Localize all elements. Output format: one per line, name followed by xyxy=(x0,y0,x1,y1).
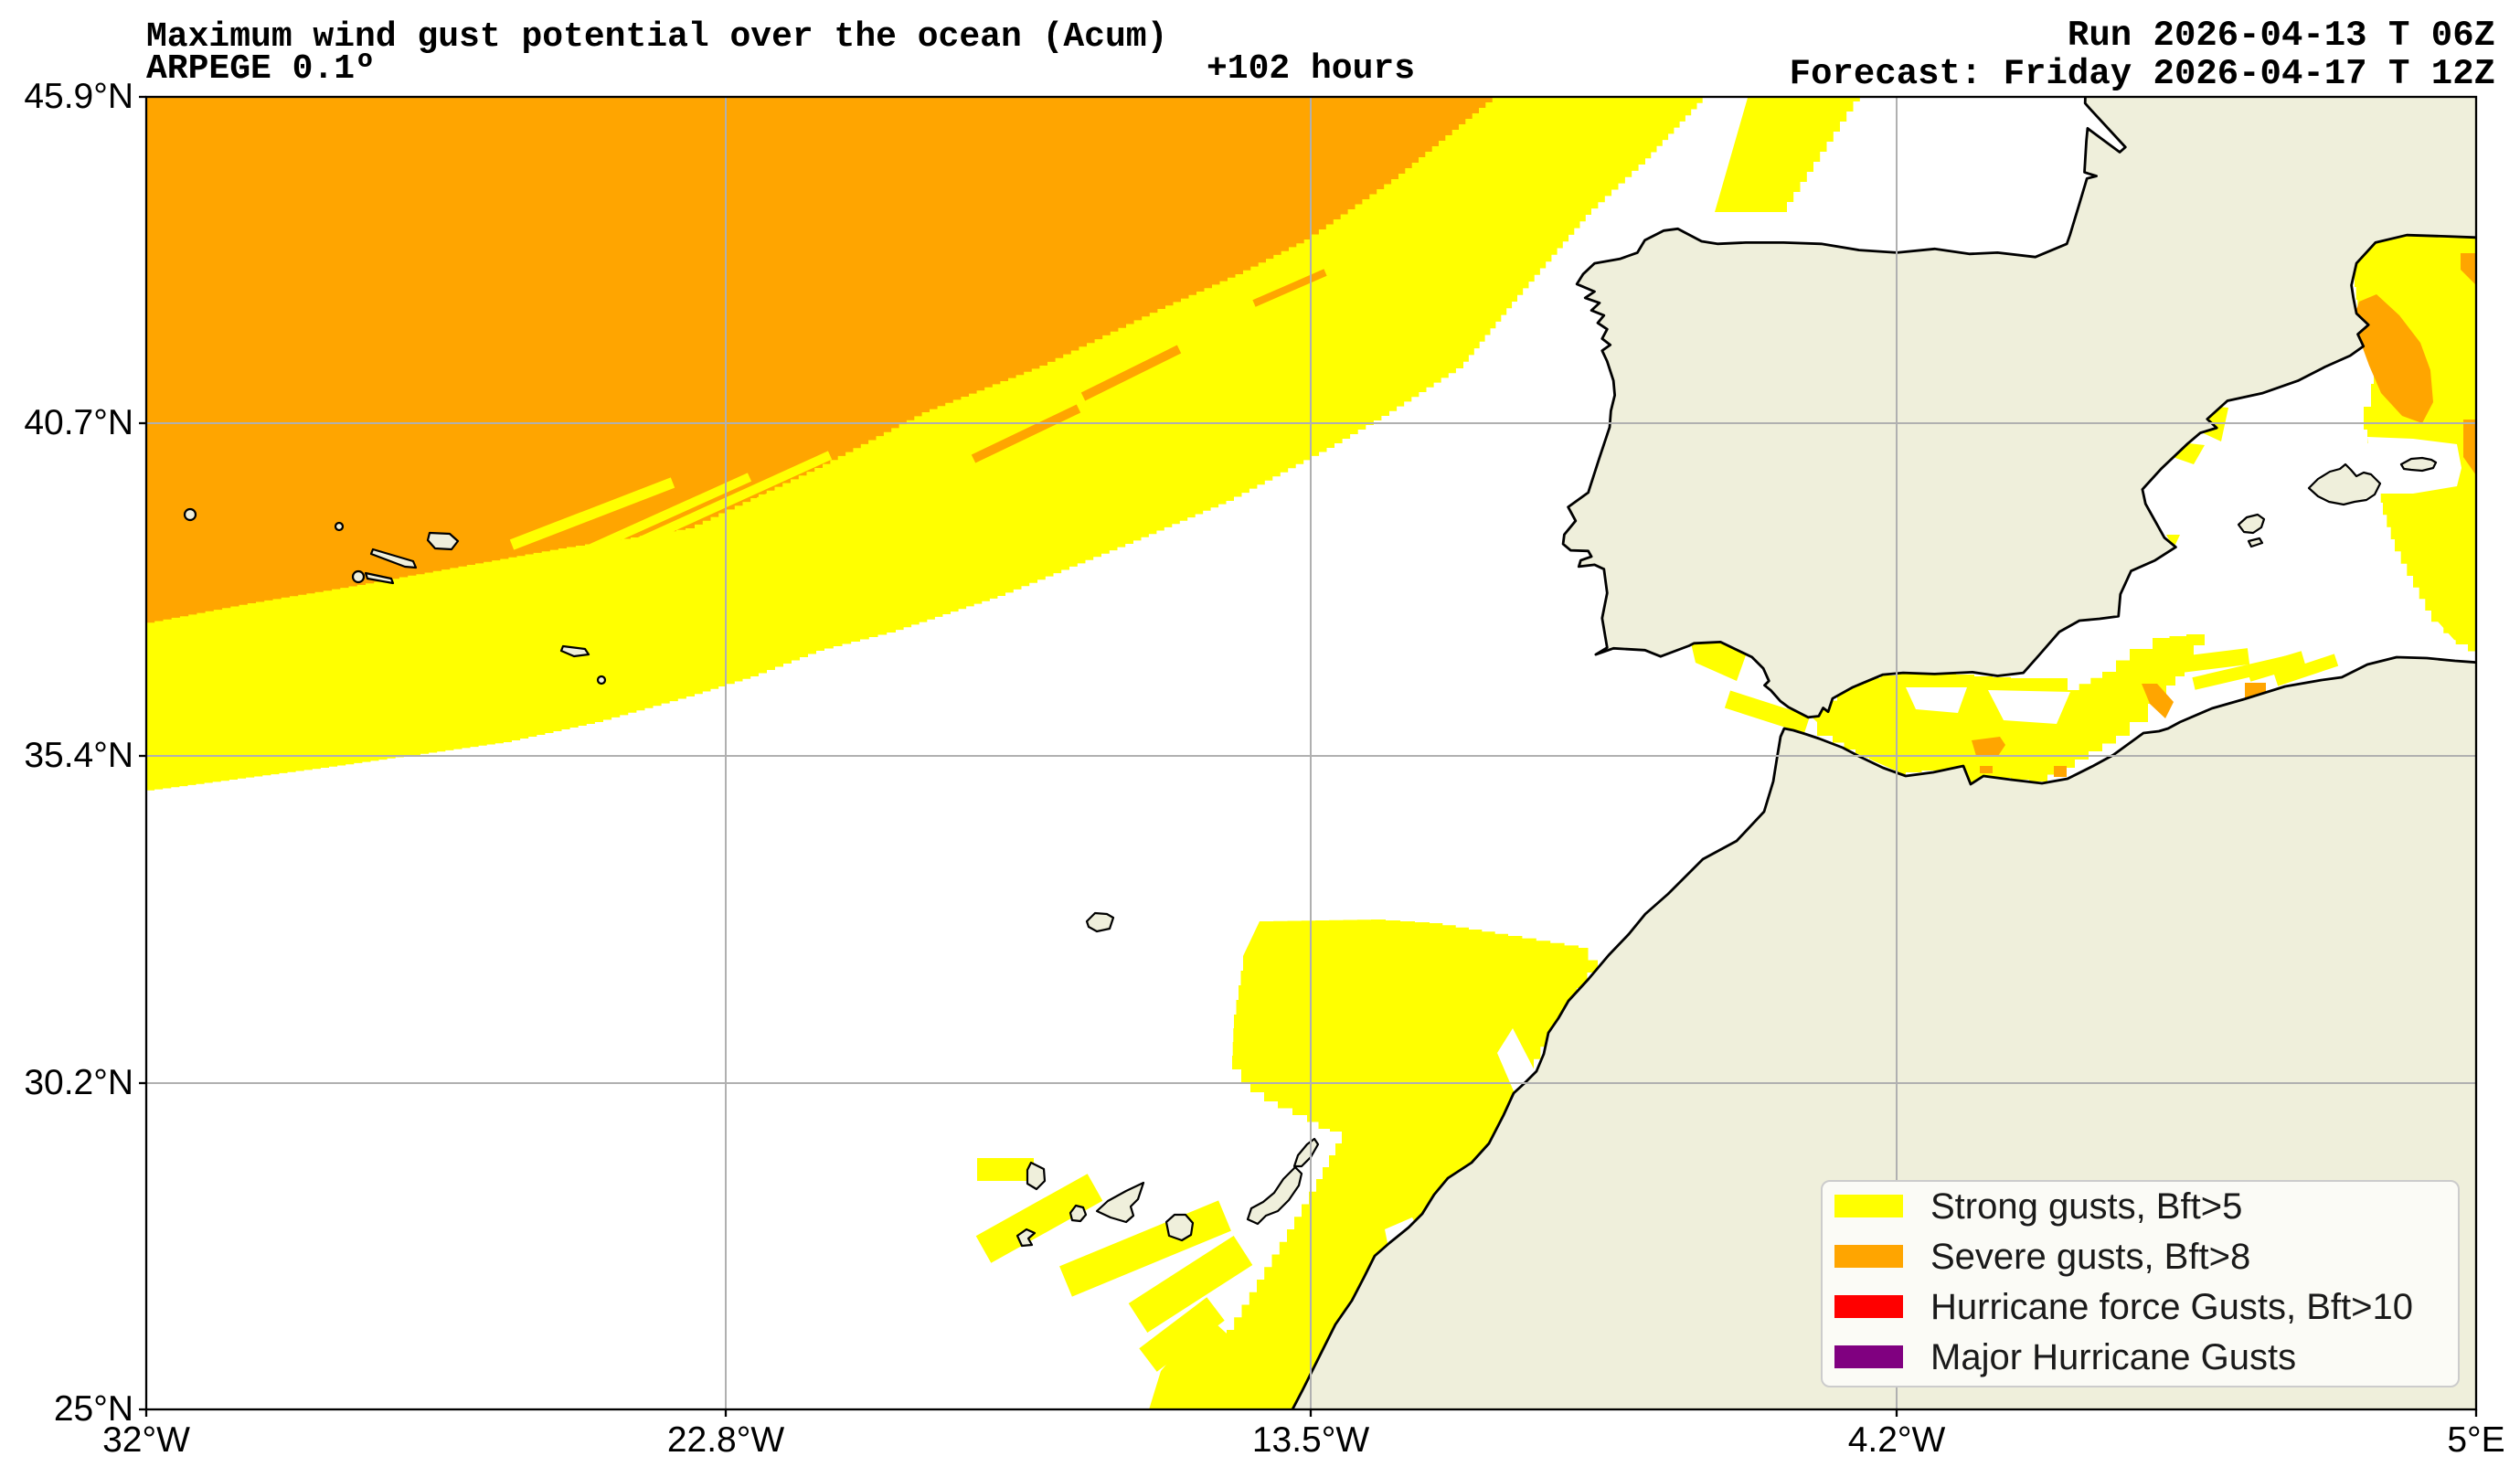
svg-text:Major Hurricane Gusts: Major Hurricane Gusts xyxy=(1930,1337,2296,1377)
svg-text:Forecast: Friday 2026-04-17 T: Forecast: Friday 2026-04-17 T 12Z xyxy=(1790,54,2495,94)
svg-text:22.8°W: 22.8°W xyxy=(667,1420,785,1460)
svg-text:13.5°W: 13.5°W xyxy=(1252,1420,1370,1460)
svg-text:+102 hours: +102 hours xyxy=(1207,49,1415,89)
svg-text:40.7°N: 40.7°N xyxy=(24,403,133,442)
svg-text:Severe gusts, Bft>8: Severe gusts, Bft>8 xyxy=(1930,1237,2250,1277)
svg-text:ARPEGE 0.1º: ARPEGE 0.1º xyxy=(146,49,376,89)
svg-text:Run 2026-04-13 T 06Z: Run 2026-04-13 T 06Z xyxy=(2068,16,2495,56)
svg-text:45.9°N: 45.9°N xyxy=(24,77,133,116)
svg-text:Maximum wind gust potential ov: Maximum wind gust potential over the oce… xyxy=(146,17,1167,57)
svg-text:Hurricane force Gusts, Bft>10: Hurricane force Gusts, Bft>10 xyxy=(1930,1287,2413,1327)
svg-text:35.4°N: 35.4°N xyxy=(24,736,133,775)
svg-text:32°W: 32°W xyxy=(102,1420,190,1460)
svg-text:30.2°N: 30.2°N xyxy=(24,1063,133,1102)
svg-text:25°N: 25°N xyxy=(54,1389,133,1429)
svg-text:5°E: 5°E xyxy=(2447,1420,2504,1460)
svg-text:4.2°W: 4.2°W xyxy=(1848,1420,1946,1460)
svg-text:Strong gusts, Bft>5: Strong gusts, Bft>5 xyxy=(1930,1186,2242,1227)
